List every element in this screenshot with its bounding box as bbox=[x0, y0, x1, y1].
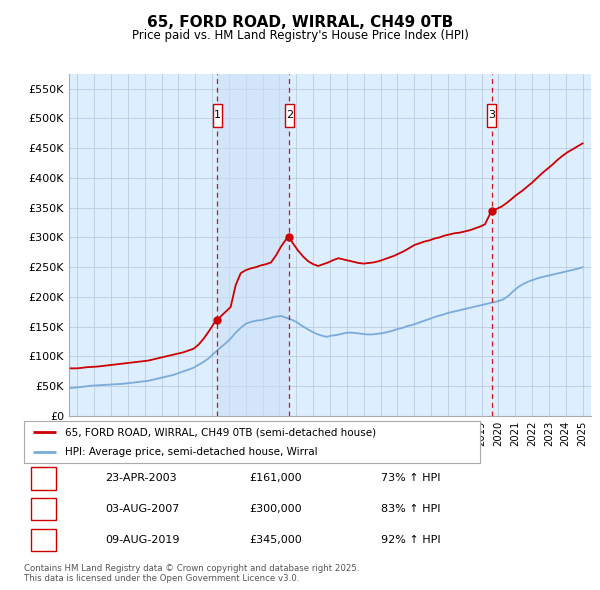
Text: 23-APR-2003: 23-APR-2003 bbox=[105, 474, 176, 483]
FancyBboxPatch shape bbox=[212, 104, 222, 127]
Text: 1: 1 bbox=[214, 110, 221, 120]
Text: Price paid vs. HM Land Registry's House Price Index (HPI): Price paid vs. HM Land Registry's House … bbox=[131, 30, 469, 42]
Text: 65, FORD ROAD, WIRRAL, CH49 0TB (semi-detached house): 65, FORD ROAD, WIRRAL, CH49 0TB (semi-de… bbox=[65, 427, 376, 437]
Text: 2: 2 bbox=[40, 504, 47, 514]
Text: 1: 1 bbox=[40, 474, 47, 483]
Text: HPI: Average price, semi-detached house, Wirral: HPI: Average price, semi-detached house,… bbox=[65, 447, 317, 457]
Text: £161,000: £161,000 bbox=[249, 474, 302, 483]
Text: 83% ↑ HPI: 83% ↑ HPI bbox=[381, 504, 440, 514]
Text: Contains HM Land Registry data © Crown copyright and database right 2025.
This d: Contains HM Land Registry data © Crown c… bbox=[24, 563, 359, 583]
Text: £300,000: £300,000 bbox=[249, 504, 302, 514]
Text: 3: 3 bbox=[40, 535, 47, 545]
Text: 92% ↑ HPI: 92% ↑ HPI bbox=[381, 535, 440, 545]
Text: 03-AUG-2007: 03-AUG-2007 bbox=[105, 504, 179, 514]
Text: 73% ↑ HPI: 73% ↑ HPI bbox=[381, 474, 440, 483]
Bar bbox=[217, 74, 289, 416]
Text: £345,000: £345,000 bbox=[249, 535, 302, 545]
Text: 2: 2 bbox=[286, 110, 293, 120]
FancyBboxPatch shape bbox=[284, 104, 294, 127]
Text: 65, FORD ROAD, WIRRAL, CH49 0TB: 65, FORD ROAD, WIRRAL, CH49 0TB bbox=[147, 15, 453, 30]
Text: 3: 3 bbox=[488, 110, 495, 120]
FancyBboxPatch shape bbox=[487, 104, 496, 127]
Text: 09-AUG-2019: 09-AUG-2019 bbox=[105, 535, 179, 545]
